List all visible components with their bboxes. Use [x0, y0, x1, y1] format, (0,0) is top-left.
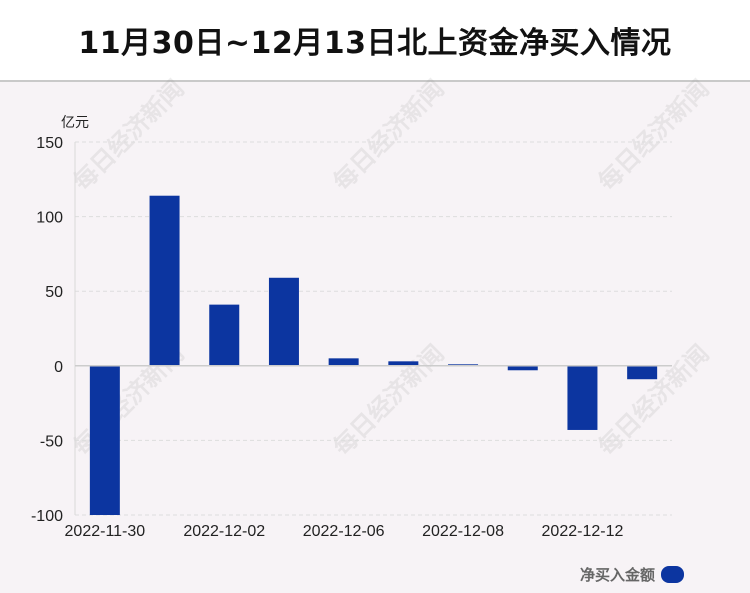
x-tick-label: 2022-12-06: [303, 523, 385, 540]
x-tick-label: 2022-12-08: [422, 523, 504, 540]
bar: [388, 361, 419, 366]
bar: [209, 304, 240, 366]
x-tick-label: 2022-12-12: [542, 523, 624, 540]
legend: 净买入金额: [580, 564, 684, 585]
bar: [328, 358, 359, 366]
bar: [149, 195, 180, 366]
x-tick-label: 2022-12-02: [183, 523, 265, 540]
y-tick-label: 0: [54, 359, 63, 376]
x-tick-label: 2022-11-30: [65, 523, 146, 540]
bar: [268, 277, 299, 366]
y-tick-label: -50: [40, 433, 63, 450]
bar: [627, 365, 658, 380]
legend-label: 净买入金额: [579, 566, 655, 584]
y-axis-unit-label: 亿元: [61, 115, 89, 131]
y-tick-label: 50: [45, 284, 63, 301]
legend-swatch: [661, 566, 684, 583]
chart-title: 11月30日~12月13日北上资金净买入情况: [78, 26, 672, 61]
y-tick-label: -100: [31, 508, 63, 525]
bar: [89, 365, 120, 515]
bar: [507, 365, 538, 371]
bar: [567, 365, 598, 430]
y-tick-label: 100: [36, 210, 63, 227]
y-tick-label: 150: [36, 135, 63, 152]
chart-header: 11月30日~12月13日北上资金净买入情况: [0, 0, 750, 82]
